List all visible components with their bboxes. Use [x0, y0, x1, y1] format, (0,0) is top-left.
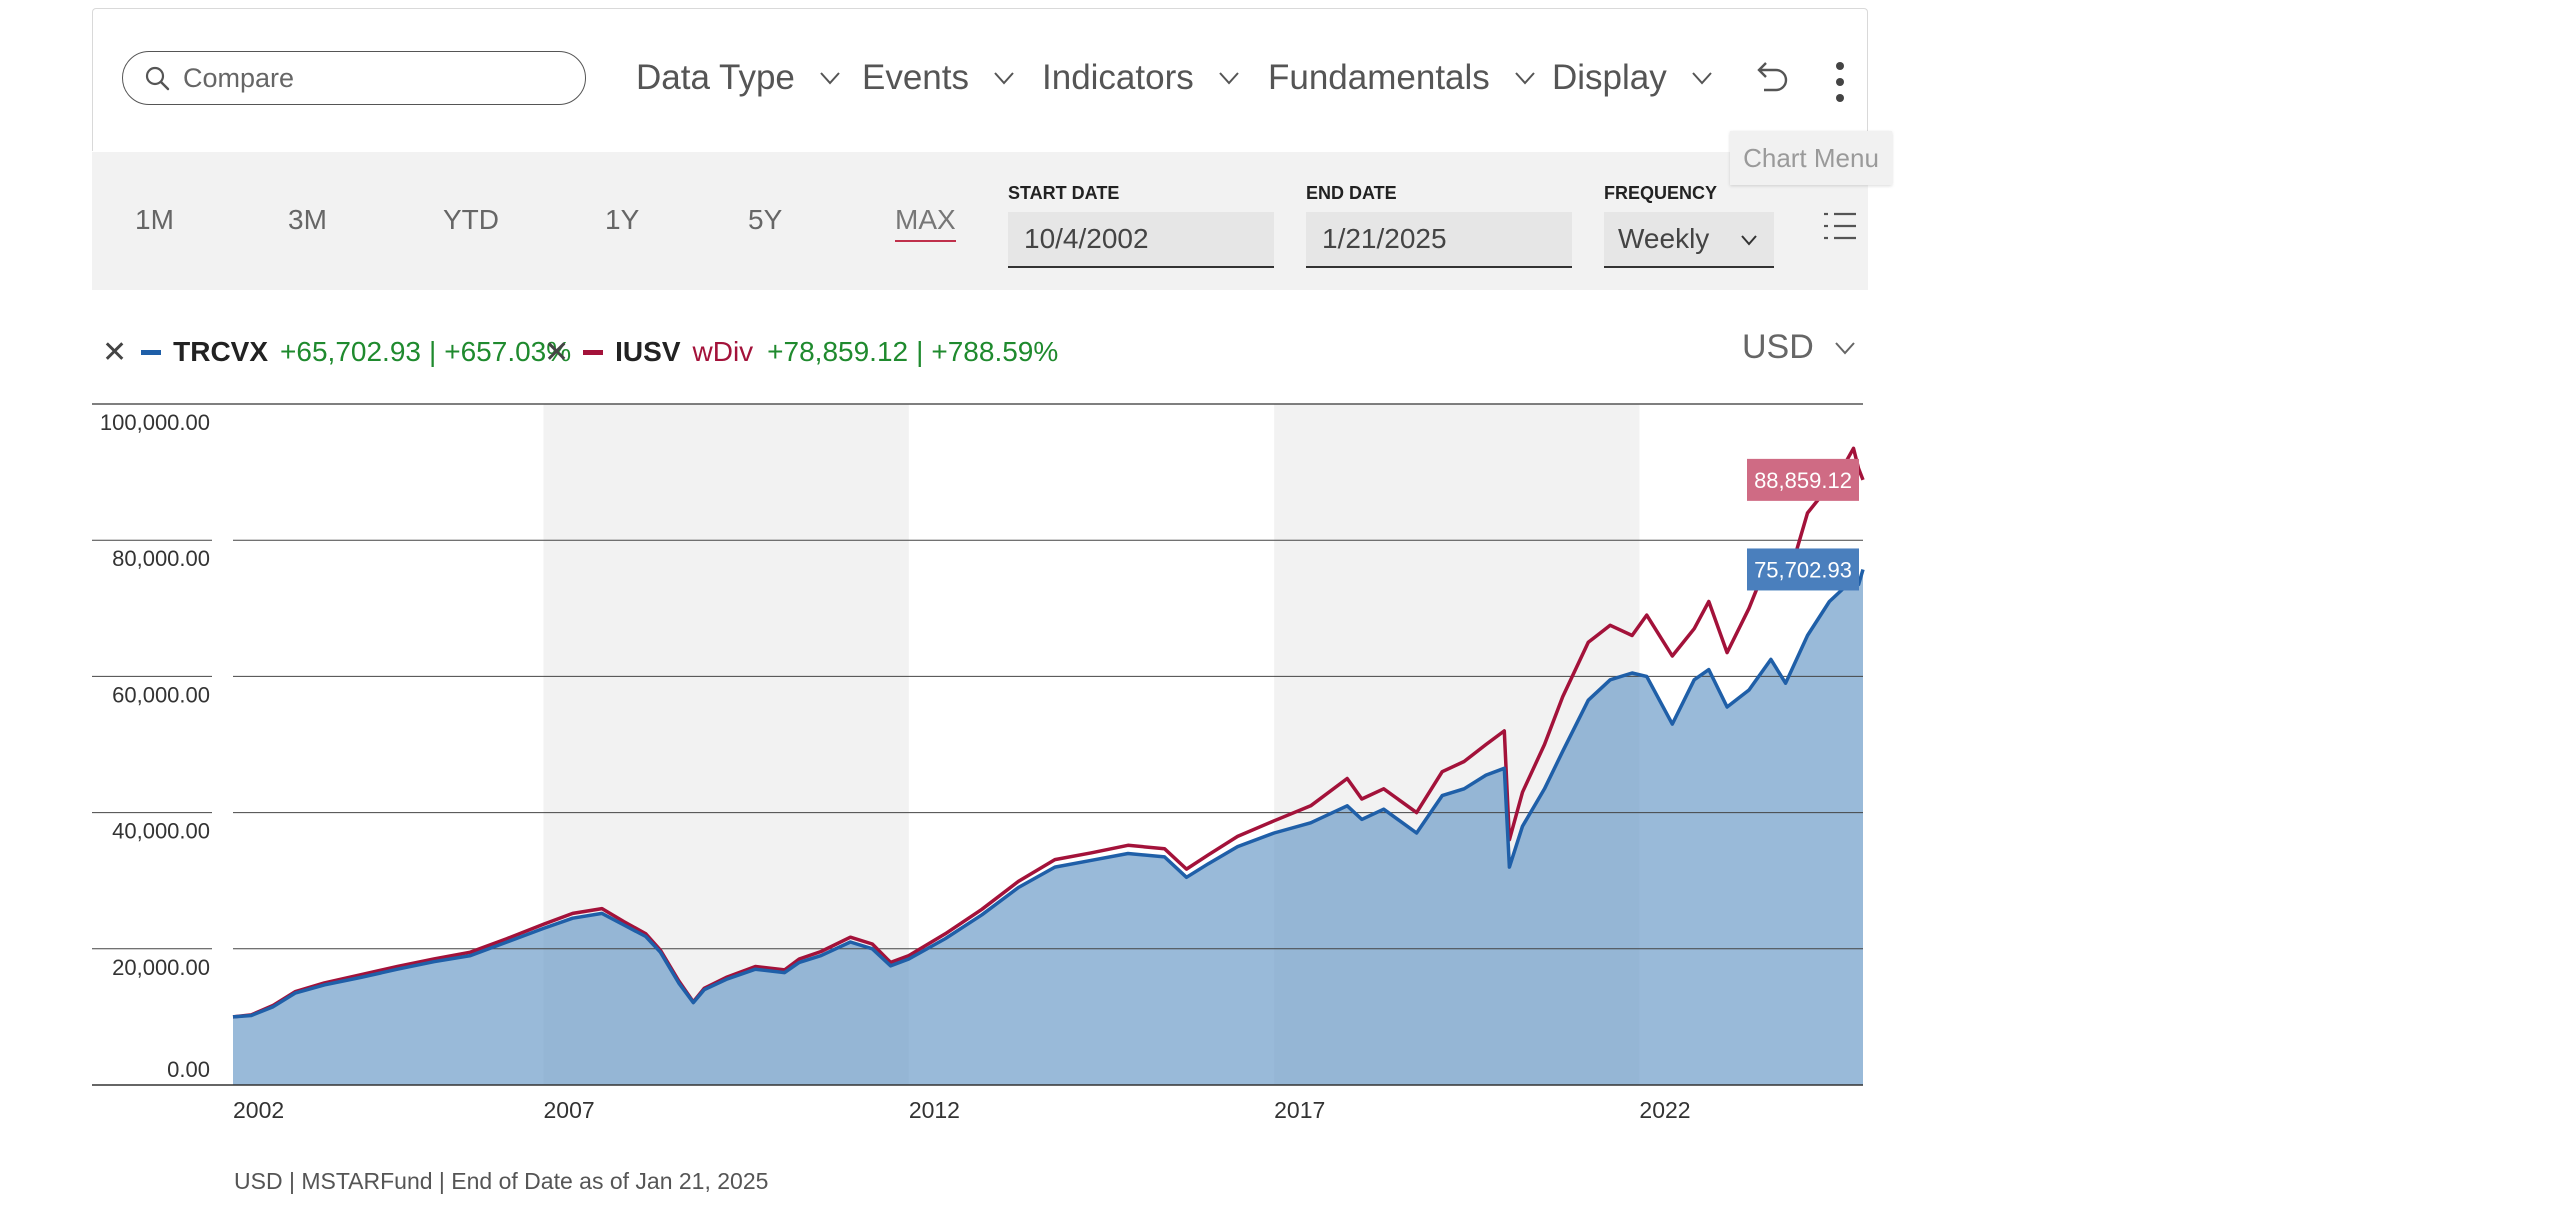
series-color-swatch [141, 349, 162, 355]
end-value-label-iusv: 88,859.12 [1754, 468, 1852, 493]
frequency-value: Weekly [1618, 223, 1710, 254]
period-5y[interactable]: 5Y [748, 204, 783, 235]
end-date-label: END DATE [1306, 183, 1397, 203]
legend-separator: | [428, 336, 437, 367]
series-line-iusv [232, 446, 1865, 1019]
period-ytd[interactable]: YTD [443, 204, 499, 235]
chevron-down-icon [1692, 72, 1712, 85]
frequency-label: FREQUENCY [1604, 183, 1718, 203]
x-tick-label: 2002 [233, 1097, 284, 1123]
legend-wdiv-tag: wDiv [692, 336, 754, 367]
legend-change: +78,859.12 [767, 336, 909, 367]
chevron-down-icon [994, 72, 1014, 85]
currency-select[interactable]: USD [1742, 328, 1856, 367]
list-icon[interactable] [1822, 210, 1858, 242]
chevron-down-icon [1515, 72, 1535, 85]
chart-footer: USD | MSTARFund | End of Date as of Jan … [234, 1168, 769, 1194]
end-date-value: 1/21/2025 [1322, 223, 1447, 254]
legend-trcvx: ✕ TRCVX +65,702.93 | +657.03% [102, 330, 571, 374]
range-toolbar [92, 152, 1868, 290]
legend-separator: | [916, 336, 924, 367]
y-tick-label: 100,000.00 [100, 410, 210, 435]
end-value-label-iusv-box [1747, 458, 1859, 501]
menu-display[interactable]: Display [1552, 55, 1713, 101]
search-icon [145, 66, 170, 91]
end-value-label-trcvx-box [1747, 548, 1859, 591]
y-tick-label: 0.00 [167, 1057, 210, 1082]
x-tick-label: 2012 [909, 1097, 960, 1123]
currency-value: USD [1742, 328, 1814, 366]
menu-fundamentals[interactable]: Fundamentals [1268, 55, 1536, 101]
y-tick-label: 80,000.00 [112, 546, 210, 571]
legend-iusv: ✕ IUSV wDiv +78,859.12 | +788.59% [544, 330, 1058, 374]
menu-events[interactable]: Events [862, 55, 1015, 101]
series-color-swatch [583, 349, 604, 355]
chevron-down-icon [820, 72, 840, 85]
menu-label: Indicators [1042, 58, 1194, 97]
x-tick-label: 2007 [544, 1097, 595, 1123]
tooltip-text: Chart Menu [1743, 142, 1879, 173]
x-tick-label: 2022 [1639, 1097, 1690, 1123]
chevron-down-icon [1835, 341, 1855, 354]
y-tick-label: 60,000.00 [112, 682, 210, 707]
end-value-label-trcvx: 75,702.93 [1754, 557, 1852, 582]
close-icon[interactable]: ✕ [102, 335, 128, 369]
menu-data-type[interactable]: Data Type [636, 55, 841, 101]
series-area-trcvx [233, 564, 1863, 1085]
frequency-select[interactable]: Weekly [1604, 212, 1774, 268]
more-vertical-icon[interactable] [1830, 60, 1850, 104]
legend-symbol[interactable]: IUSV [615, 336, 681, 367]
start-date-value: 10/4/2002 [1024, 223, 1149, 254]
period-1m[interactable]: 1M [135, 204, 174, 235]
shaded-period-band [1274, 404, 1640, 1085]
close-icon[interactable]: ✕ [544, 335, 570, 369]
end-date-input[interactable]: 1/21/2025 [1306, 212, 1572, 268]
undo-icon[interactable] [1750, 60, 1790, 96]
chevron-down-icon [1219, 72, 1239, 85]
start-date-label: START DATE [1008, 183, 1120, 203]
legend-percent: +788.59% [931, 336, 1059, 367]
menu-label: Events [862, 58, 969, 97]
period-1y[interactable]: 1Y [605, 204, 640, 235]
y-tick-label: 20,000.00 [112, 955, 210, 980]
start-date-input[interactable]: 10/4/2002 [1008, 212, 1274, 268]
legend-percent: +657.03% [444, 336, 572, 367]
legend-symbol[interactable]: TRCVX [173, 336, 269, 367]
menu-label: Fundamentals [1268, 58, 1490, 97]
legend-change: +65,702.93 [280, 336, 421, 367]
x-tick-label: 2017 [1274, 1097, 1325, 1123]
chart-menu-tooltip: Chart Menu [1730, 131, 1892, 185]
compare-input[interactable] [181, 61, 565, 95]
menu-label: Data Type [636, 58, 795, 97]
period-3m[interactable]: 3M [288, 204, 327, 235]
period-max[interactable]: MAX [895, 204, 956, 242]
shaded-period-band [543, 404, 909, 1085]
y-tick-label: 40,000.00 [112, 819, 210, 844]
menu-label: Display [1552, 58, 1667, 97]
compare-search[interactable] [122, 51, 586, 105]
menu-indicators[interactable]: Indicators [1042, 55, 1240, 101]
series-line-trcvx [232, 562, 1865, 1019]
chevron-down-icon [1741, 235, 1757, 246]
